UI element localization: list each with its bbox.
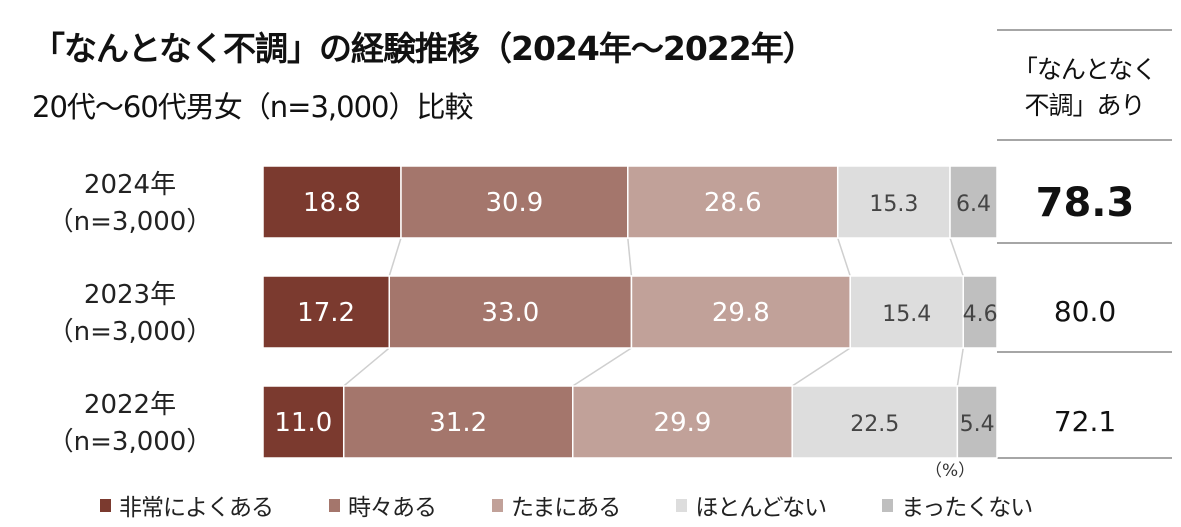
legend-item: 時々ある [329,488,437,522]
legend-swatch [882,498,894,512]
legend-item: まったくない [882,488,1033,522]
bar-segment [388,275,633,349]
legend-label: ほとんどない [695,495,827,521]
legend-item: たまにある [492,488,621,522]
data-label: 29.8 [712,298,770,328]
data-label: 5.4 [960,412,995,437]
sample-size-label: （n=3,000） [48,427,213,457]
data-label: 18.8 [303,188,361,218]
bar-segment [630,275,851,349]
bar-segment [627,165,839,239]
total-value: 80.0 [1054,295,1116,328]
data-label: 4.6 [963,302,998,327]
connector-line [388,237,402,277]
legend-label: まったくない [901,495,1033,521]
unit-label: （%） [925,461,976,481]
bar-segment [962,275,998,349]
data-label: 28.6 [704,188,762,218]
legend: 非常によくある 時々ある たまにある ほとんどない まったくない [100,488,1088,522]
total-value: 72.1 [1054,405,1116,438]
data-label: 30.9 [485,188,543,218]
header-line: 「なんとなく [1012,55,1157,84]
bar-segment [400,165,629,239]
legend-label: 非常によくある [119,495,274,521]
chart-subtitle: 20代～60代男女（n=3,000）比較 [32,90,474,124]
data-label: 29.9 [654,408,712,438]
chart-title: 「なんとなく不調」の経験推移（2024年～2022年） [32,29,816,68]
data-label: 31.2 [429,408,487,438]
bar-segment [262,275,390,349]
connector-line [791,347,851,387]
connector-line [837,237,851,277]
total-value: 78.3 [1036,180,1135,226]
data-label: 6.4 [956,192,991,217]
legend-label: たまにある [511,495,621,521]
bar-segment [262,385,345,459]
sample-size-label: （n=3,000） [48,317,213,347]
bar-segment [262,165,402,239]
data-label: 15.3 [869,192,918,217]
header-line: 不調」あり [1024,91,1145,120]
year-label: 2022年 [84,390,176,420]
total-column-header: 「なんとなく 不調」あり [997,52,1172,124]
year-label: 2024年 [84,170,176,200]
bar-segment [849,275,964,349]
legend-swatch [492,498,503,512]
bar-segment [956,385,998,459]
legend-label: 時々ある [348,495,437,521]
legend-item: 非常によくある [100,488,274,522]
data-label: 33.0 [481,298,539,328]
legend-swatch [100,498,111,512]
connector-line [343,347,390,387]
data-label: 17.2 [297,298,355,328]
legend-swatch [329,498,340,512]
data-label: 15.4 [882,302,931,327]
year-label: 2023年 [84,280,176,310]
legend-swatch [676,498,688,512]
connector-line [949,237,964,277]
connector-line [956,347,964,387]
legend-item: ほとんどない [676,488,827,522]
sample-size-label: （n=3,000） [48,207,213,237]
bar-segment [949,165,998,239]
data-label: 22.5 [850,412,899,437]
data-label: 11.0 [274,408,332,438]
connector-line [572,347,632,387]
connector-line [627,237,633,277]
